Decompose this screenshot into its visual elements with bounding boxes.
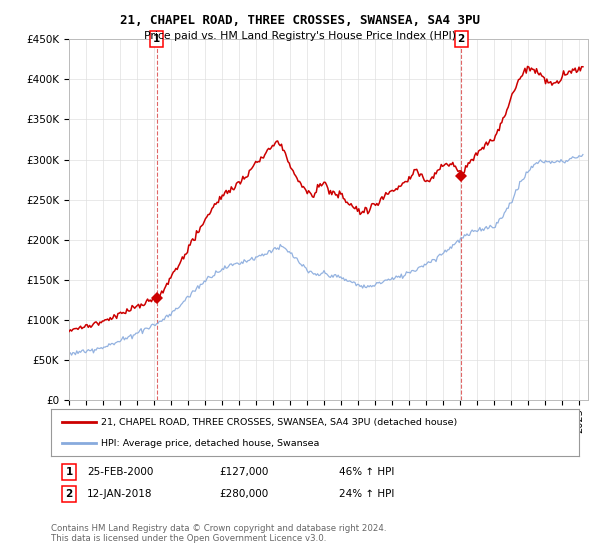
Text: HPI: Average price, detached house, Swansea: HPI: Average price, detached house, Swan… [101, 438, 320, 447]
Text: 2: 2 [65, 489, 73, 499]
Text: 21, CHAPEL ROAD, THREE CROSSES, SWANSEA, SA4 3PU: 21, CHAPEL ROAD, THREE CROSSES, SWANSEA,… [120, 14, 480, 27]
Text: Price paid vs. HM Land Registry's House Price Index (HPI): Price paid vs. HM Land Registry's House … [144, 31, 456, 41]
Text: 46% ↑ HPI: 46% ↑ HPI [339, 467, 394, 477]
Text: 1: 1 [153, 34, 160, 44]
Text: £280,000: £280,000 [219, 489, 268, 499]
Text: 24% ↑ HPI: 24% ↑ HPI [339, 489, 394, 499]
Text: 12-JAN-2018: 12-JAN-2018 [87, 489, 152, 499]
Text: Contains HM Land Registry data © Crown copyright and database right 2024.
This d: Contains HM Land Registry data © Crown c… [51, 524, 386, 543]
Text: 21, CHAPEL ROAD, THREE CROSSES, SWANSEA, SA4 3PU (detached house): 21, CHAPEL ROAD, THREE CROSSES, SWANSEA,… [101, 418, 457, 427]
Text: £127,000: £127,000 [219, 467, 268, 477]
Text: 25-FEB-2000: 25-FEB-2000 [87, 467, 154, 477]
Text: 2: 2 [457, 34, 464, 44]
Text: 1: 1 [65, 467, 73, 477]
